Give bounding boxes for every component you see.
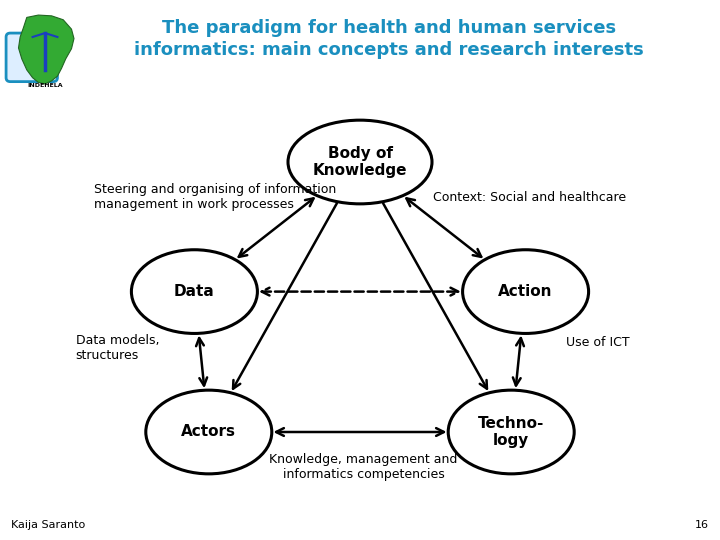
Polygon shape — [19, 15, 74, 84]
Text: Context: Social and healthcare: Context: Social and healthcare — [433, 191, 626, 204]
Text: Kaija Saranto: Kaija Saranto — [11, 520, 85, 530]
Text: Action: Action — [498, 284, 553, 299]
Text: Use of ICT: Use of ICT — [567, 336, 630, 349]
Ellipse shape — [132, 249, 258, 333]
Ellipse shape — [463, 249, 589, 333]
FancyBboxPatch shape — [6, 33, 58, 82]
Text: Body of
Knowledge: Body of Knowledge — [312, 146, 408, 178]
Text: Techno-
logy: Techno- logy — [478, 416, 544, 448]
Text: Actors: Actors — [181, 424, 236, 440]
Text: Steering and organising of information
management in work processes: Steering and organising of information m… — [94, 183, 336, 211]
Text: Data: Data — [174, 284, 215, 299]
Ellipse shape — [448, 390, 575, 474]
Text: INDEHELA: INDEHELA — [27, 83, 63, 88]
Ellipse shape — [288, 120, 432, 204]
Text: Data models,
structures: Data models, structures — [76, 334, 159, 362]
Text: The paradigm for health and human services
informatics: main concepts and resear: The paradigm for health and human servic… — [134, 19, 644, 59]
Ellipse shape — [145, 390, 271, 474]
Text: 16: 16 — [696, 520, 709, 530]
Text: Knowledge, management and
informatics competencies: Knowledge, management and informatics co… — [269, 453, 458, 481]
